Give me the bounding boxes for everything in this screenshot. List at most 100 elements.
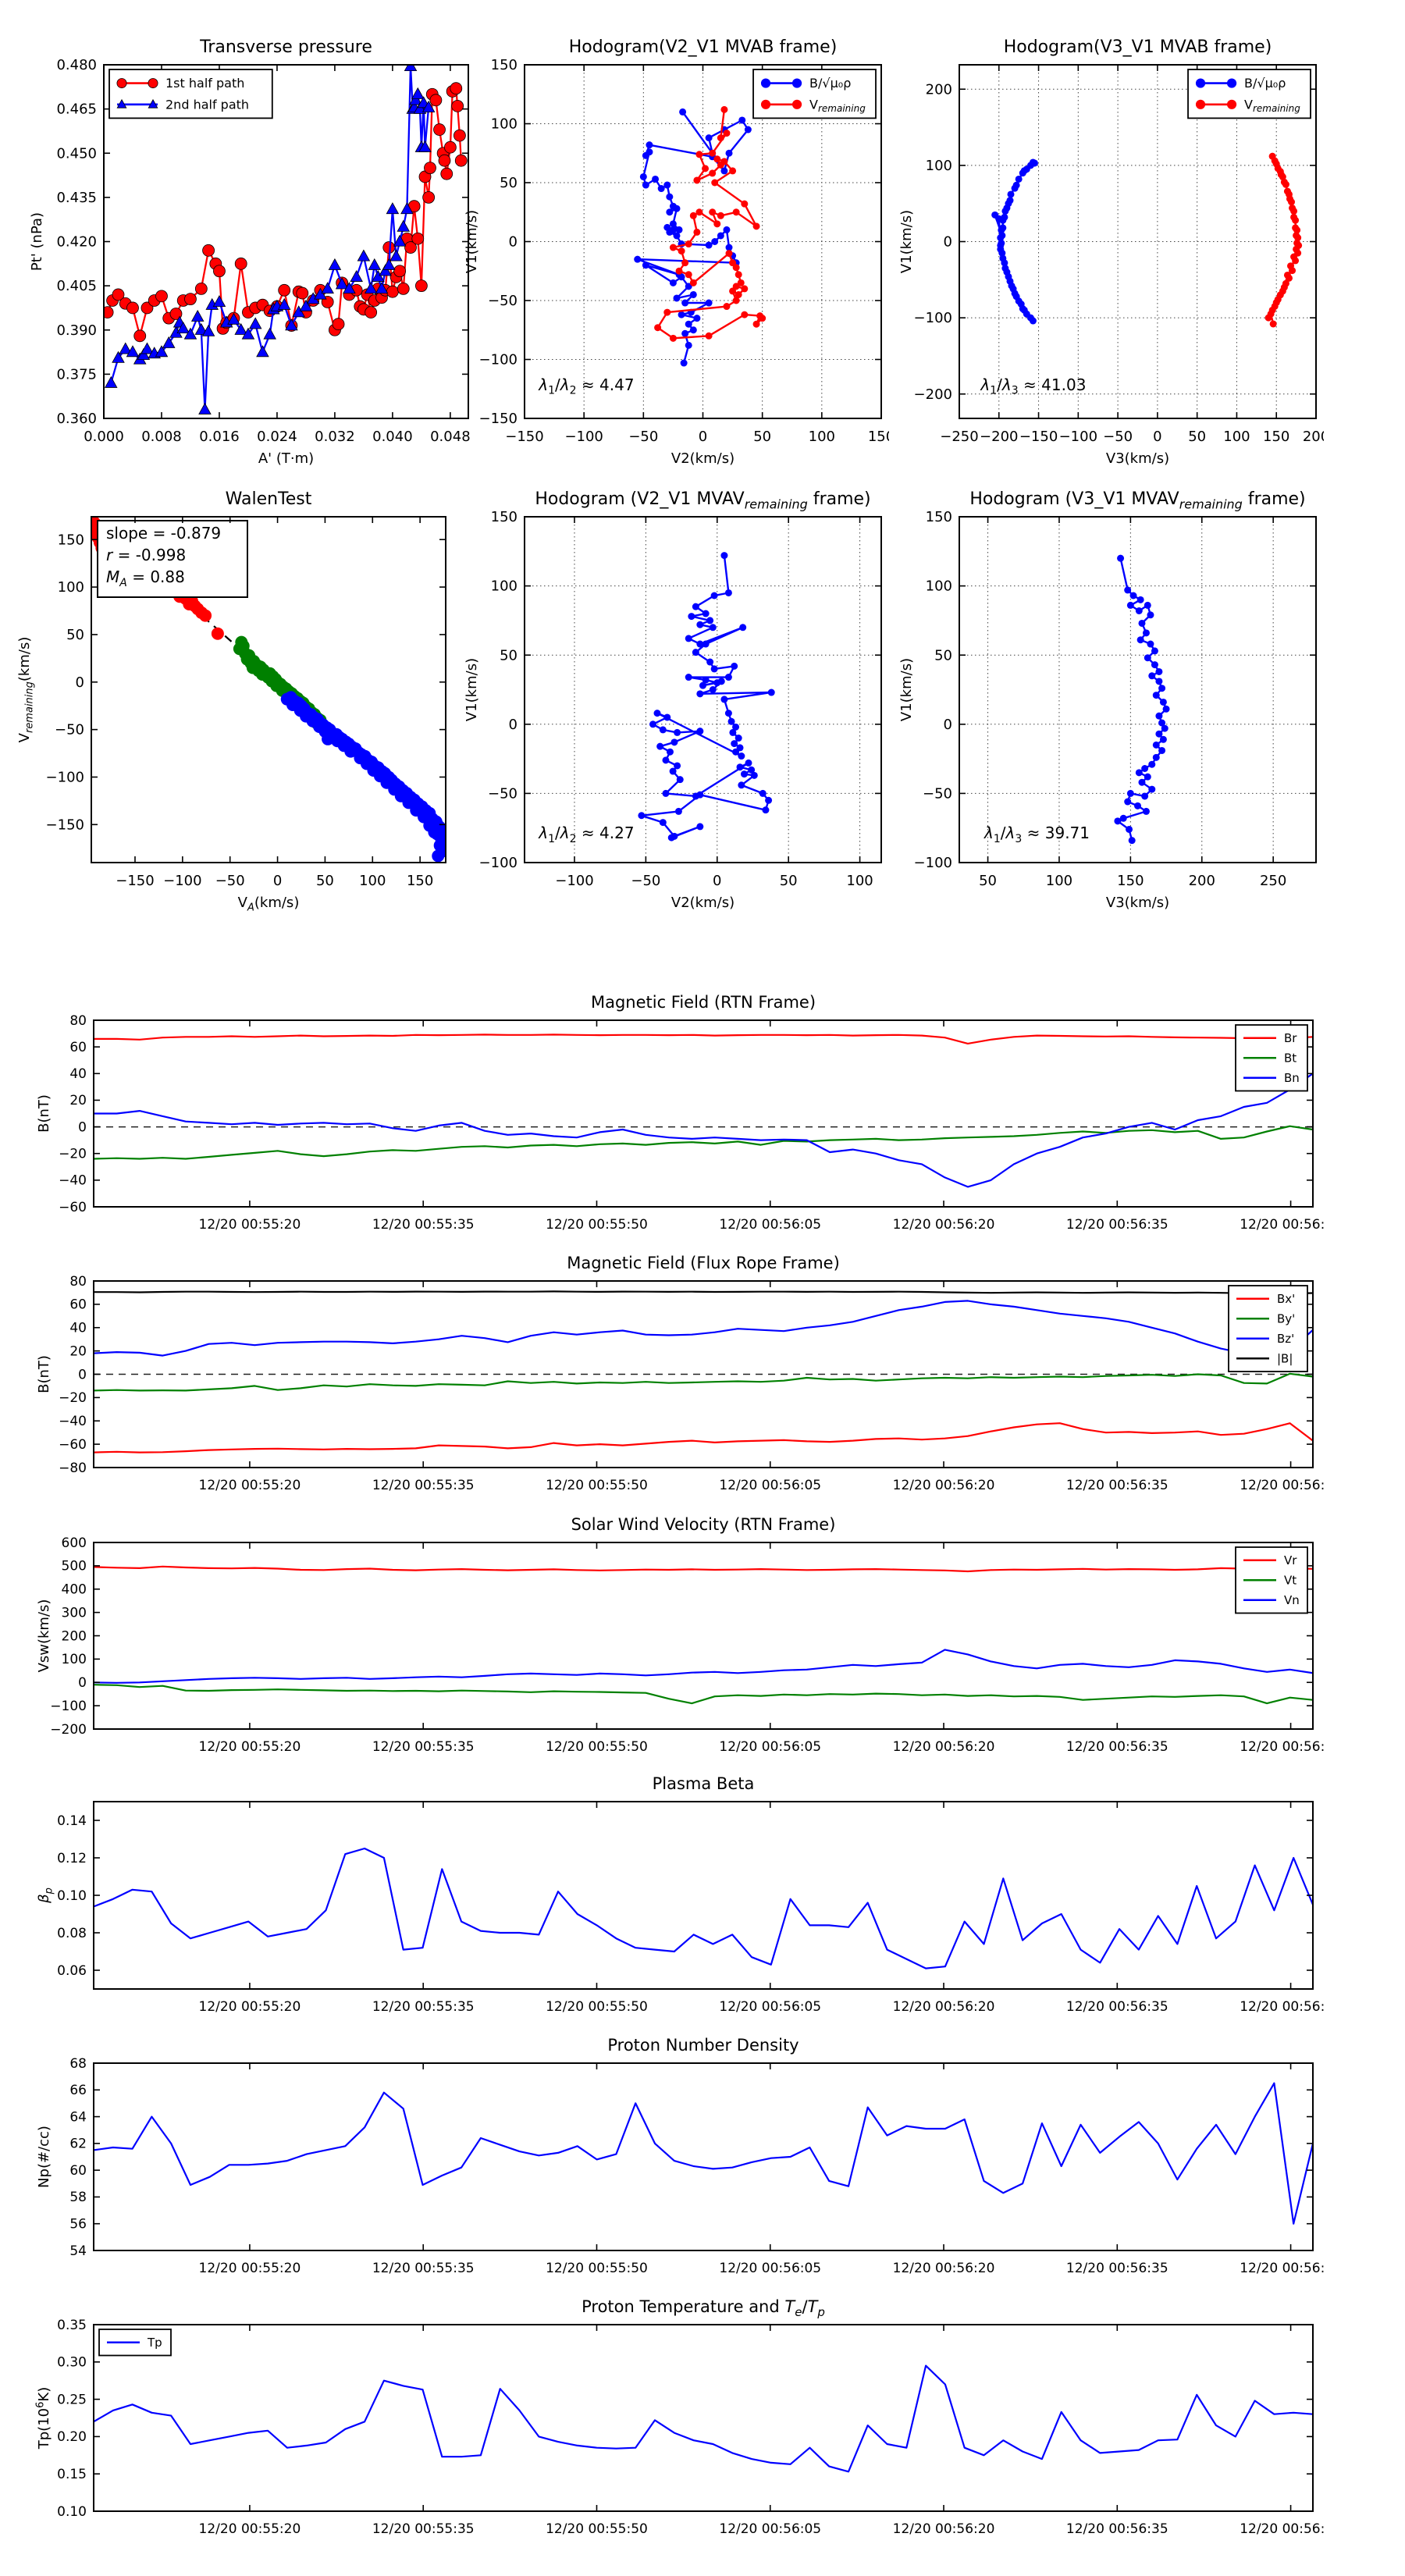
y-tick-label: 0 — [78, 1367, 87, 1382]
circle-marker — [393, 265, 407, 278]
dot-marker — [760, 99, 771, 109]
legend-label: Br — [1284, 1031, 1297, 1045]
dot-marker — [1269, 320, 1277, 328]
y-tick-label: 500 — [62, 1559, 87, 1574]
y-axis-label: Np(#/cc) — [36, 2126, 52, 2188]
dot-marker — [1151, 647, 1158, 655]
dot-marker — [1001, 265, 1009, 272]
dot-marker — [666, 208, 674, 216]
dot-marker — [724, 710, 732, 717]
x-tick-label: 12/20 00:56:50 — [1240, 2521, 1325, 2537]
y-tick-label: 58 — [69, 2190, 87, 2205]
chart-title: Plasma Beta — [653, 1774, 755, 1793]
dot-marker — [709, 624, 717, 632]
circle-marker — [424, 162, 436, 175]
dot-marker — [752, 222, 760, 230]
dot-marker — [748, 766, 756, 774]
dot-marker — [1286, 195, 1293, 203]
dot-marker — [735, 290, 742, 298]
circle-marker — [112, 288, 125, 301]
y-tick-label: −100 — [50, 1699, 87, 1714]
y-tick-label: 0.465 — [56, 101, 97, 118]
dot-marker — [729, 167, 737, 175]
x-tick-label: 12/20 00:55:20 — [199, 1217, 301, 1233]
series-Tp — [94, 2364, 1313, 2473]
plot-hodogram-v2v1-mvav: λ1/λ2 ≈ 4.27 −100 −50 0 50 100 −100 −50 0 50 100 15… — [458, 475, 889, 913]
dot-marker — [662, 789, 670, 797]
y-tick-label: −100 — [914, 310, 952, 326]
dot-marker — [696, 621, 704, 628]
dot-marker — [692, 649, 699, 656]
dot-marker — [1159, 735, 1167, 743]
y-tick-label: −150 — [479, 411, 518, 427]
dot-marker — [1015, 175, 1023, 183]
y-tick-label: 80 — [69, 1013, 87, 1029]
dot-marker — [1135, 607, 1143, 614]
dot-marker — [1282, 279, 1289, 287]
dot-marker — [685, 240, 692, 248]
y-axis-label: V1(km/s) — [898, 658, 915, 721]
dot-marker — [1136, 596, 1144, 603]
axes-frame — [524, 516, 882, 863]
circle-marker — [411, 232, 425, 245]
circle-marker — [116, 78, 127, 89]
triangle-marker — [104, 375, 118, 388]
chart-svg: λ1/λ3 ≈ 39.71 50 100 150 200 250 −100 −50 0 50 100… — [898, 489, 1317, 911]
circle-marker — [454, 154, 468, 167]
dot-marker — [685, 635, 692, 642]
x-tick-label: 12/20 00:56:05 — [719, 1478, 821, 1493]
chart-svg: 12/20 00:55:20 12/20 00:55:35 12/20 00:55:… — [35, 2297, 1342, 2537]
legend-label: Bz' — [1277, 1332, 1294, 1346]
y-tick-label: 0 — [944, 717, 952, 733]
x-tick-label: 0 — [1153, 429, 1161, 445]
triangle-marker — [321, 282, 334, 294]
chart-title: Hodogram(V2_V1 MVAB frame) — [569, 37, 838, 57]
circle-marker — [450, 82, 463, 95]
walen-stats-box — [97, 520, 248, 598]
y-tick-label: 0.12 — [57, 1851, 87, 1866]
dot-marker — [706, 658, 714, 666]
legend-label: Vr — [1284, 1553, 1297, 1567]
x-tick-label: 0.024 — [257, 429, 297, 445]
legend-label: 1st half path — [165, 76, 244, 91]
dot-marker — [1155, 667, 1163, 675]
dot-marker — [717, 678, 725, 685]
y-tick-label: 0.06 — [57, 1963, 87, 1979]
chart-title: Solar Wind Velocity (RTN Frame) — [571, 1515, 836, 1534]
dot-marker — [642, 262, 649, 269]
legend-box — [1228, 1285, 1308, 1372]
dot-marker — [759, 789, 767, 797]
panel-proton-density: 12/20 00:55:20 12/20 00:55:35 12/20 00:55:… — [27, 2033, 1342, 2286]
dot-marker — [732, 297, 740, 304]
triangle-marker — [292, 305, 305, 318]
triangle-marker — [400, 202, 414, 215]
dot-marker — [791, 99, 802, 109]
triangle-marker — [335, 277, 349, 290]
y-tick-label: 600 — [62, 1535, 87, 1551]
dot-marker — [696, 823, 704, 831]
triangle-marker — [409, 93, 422, 105]
x-tick-label: −100 — [555, 873, 593, 889]
chart-svg: 12/20 00:55:20 12/20 00:55:35 12/20 00:55:… — [36, 1774, 1342, 2015]
y-tick-label: −60 — [59, 1200, 87, 1215]
dot-marker — [713, 155, 721, 163]
series-Br — [94, 1034, 1313, 1045]
dot-marker — [738, 116, 746, 124]
dot-marker — [732, 208, 740, 216]
y-axis-label: B(nT) — [36, 1094, 52, 1133]
dot-marker — [1138, 778, 1146, 786]
dot-marker — [662, 756, 670, 764]
triangle-marker — [176, 322, 190, 334]
circle-marker — [169, 308, 183, 320]
y-tick-label: 100 — [926, 578, 952, 595]
dot-marker — [727, 717, 735, 725]
chart-svg: 12/20 00:55:20 12/20 00:55:35 12/20 00:55:… — [36, 1515, 1342, 1755]
x-tick-label: 12/20 00:55:50 — [546, 1478, 648, 1493]
x-tick-label: 12/20 00:55:20 — [199, 1739, 301, 1755]
y-tick-label: 0.15 — [57, 2467, 87, 2482]
x-tick-label: 50 — [316, 873, 334, 889]
dot-marker — [673, 294, 681, 302]
dot-marker — [1138, 619, 1146, 627]
dot-marker — [663, 181, 671, 189]
circle-marker — [278, 283, 291, 297]
